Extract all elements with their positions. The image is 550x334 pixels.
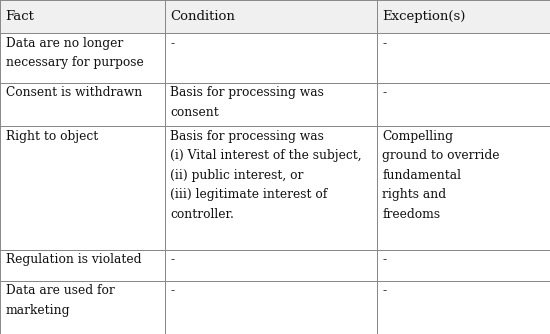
Bar (0, 0, 165, 33)
Text: Exception(s): Exception(s) (382, 10, 466, 23)
Text: Regulation is violated: Regulation is violated (6, 253, 141, 266)
Text: Data are used for
marketing: Data are used for marketing (6, 284, 114, 317)
Bar (165, 126, 377, 250)
Text: -: - (382, 253, 387, 266)
Bar (377, 281, 550, 334)
Text: Condition: Condition (170, 10, 235, 23)
Text: Fact: Fact (6, 10, 34, 23)
Text: Data are no longer
necessary for purpose: Data are no longer necessary for purpose (6, 37, 143, 69)
Text: Compelling
ground to override
fundamental
rights and
freedoms: Compelling ground to override fundamenta… (382, 130, 500, 221)
Text: Basis for processing was
(i) Vital interest of the subject,
(ii) public interest: Basis for processing was (i) Vital inter… (170, 130, 362, 221)
Text: Basis for processing was
consent: Basis for processing was consent (170, 86, 324, 119)
Bar (0, 126, 165, 250)
Bar (165, 0, 377, 33)
Bar (165, 250, 377, 281)
Text: -: - (170, 253, 175, 266)
Bar (0, 281, 165, 334)
Text: -: - (170, 284, 175, 297)
Bar (0, 83, 165, 126)
Bar (377, 33, 550, 83)
Text: -: - (170, 37, 175, 50)
Text: -: - (382, 86, 387, 99)
Bar (377, 126, 550, 250)
Text: Right to object: Right to object (6, 130, 98, 143)
Bar (165, 33, 377, 83)
Text: -: - (382, 37, 387, 50)
Bar (165, 281, 377, 334)
Bar (377, 250, 550, 281)
Bar (377, 0, 550, 33)
Text: Consent is withdrawn: Consent is withdrawn (6, 86, 142, 99)
Text: -: - (382, 284, 387, 297)
Bar (0, 33, 165, 83)
Bar (0, 250, 165, 281)
Bar (377, 83, 550, 126)
Bar (165, 83, 377, 126)
